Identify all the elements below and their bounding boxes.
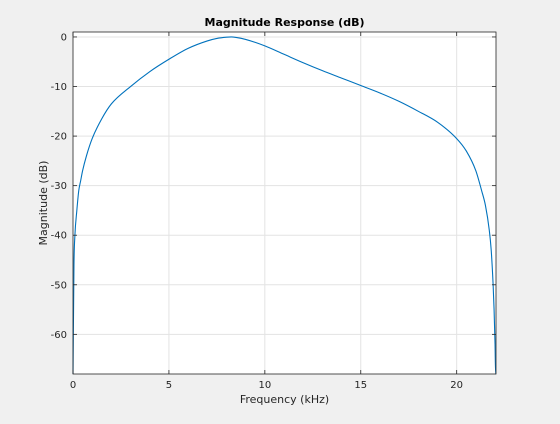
y-tick-label: -60 [51,330,67,341]
chart-title: Magnitude Response (dB) [205,16,365,29]
magnitude-response-line [72,36,497,375]
x-tick-label: 10 [258,380,271,391]
x-tick-label: 0 [70,380,76,391]
x-axis-label: Frequency (kHz) [240,393,329,406]
series-layer [72,36,497,375]
ticks: 0 5 10 15 20 0 -10 -20 -30 -40 -50 -60 [51,32,496,391]
y-tick-label: -40 [51,231,67,242]
y-tick-label: -10 [51,82,67,93]
y-axis-label: Magnitude (dB) [37,161,50,246]
axes-box [72,31,497,375]
axes-background [73,32,496,374]
x-tick-label: 5 [166,380,172,391]
x-tick-label: 15 [354,380,367,391]
y-tick-label: 0 [61,32,67,43]
y-tick-label: -20 [51,132,67,143]
x-tick-label: 20 [450,380,463,391]
grid [72,32,496,374]
y-tick-label: -30 [51,181,67,192]
y-tick-label: -50 [51,280,67,291]
